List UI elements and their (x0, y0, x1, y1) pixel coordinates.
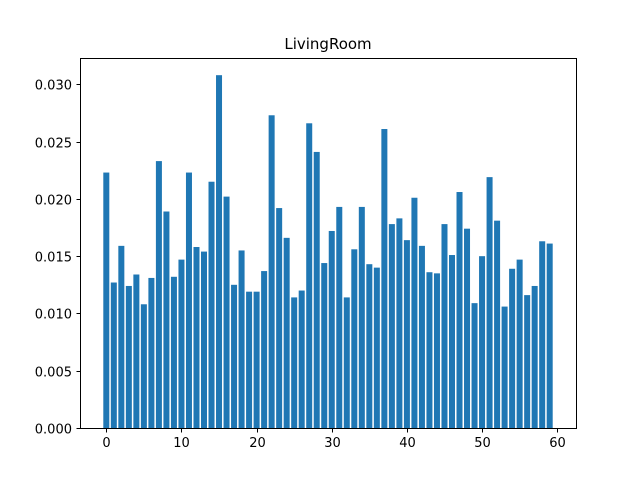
bar-1 (110, 282, 117, 428)
bar-12 (193, 247, 200, 428)
bar-14 (208, 181, 215, 428)
bar-28 (313, 151, 320, 428)
y-tick-label: 0.020 (35, 194, 72, 209)
bar-35 (366, 264, 373, 428)
bar-25 (291, 297, 298, 428)
bar-2 (118, 245, 125, 428)
bar-54 (509, 268, 516, 428)
bars-group (103, 75, 553, 429)
bar-47 (456, 192, 463, 428)
bar-21 (261, 271, 268, 428)
x-axis-ticks: 0 10 20 30 40 50 60 (102, 428, 566, 451)
bar-24 (283, 237, 290, 428)
bar-17 (231, 284, 238, 428)
x-tick-label: 60 (549, 436, 566, 451)
x-tick-label: 40 (399, 436, 416, 451)
x-tick-label: 10 (173, 436, 190, 451)
bar-18 (238, 250, 245, 428)
bar-38 (388, 224, 395, 428)
bar-31 (336, 206, 343, 428)
bar-15 (216, 75, 223, 429)
bar-45 (441, 224, 448, 428)
bar-0 (103, 172, 110, 428)
bar-19 (246, 291, 253, 428)
bar-43 (426, 272, 433, 428)
bar-49 (471, 303, 478, 428)
bar-32 (343, 297, 350, 428)
bar-29 (321, 263, 328, 428)
y-tick-label: 0.005 (35, 366, 72, 381)
bar-57 (531, 285, 538, 428)
bar-41 (411, 197, 418, 428)
y-tick-label: 0.015 (35, 251, 72, 266)
bar-26 (298, 290, 305, 428)
bar-59 (546, 243, 553, 428)
x-tick-label: 30 (324, 436, 341, 451)
x-tick-label: 0 (102, 436, 110, 451)
chart-title: LivingRoom (284, 35, 371, 53)
y-tick-label: 0.000 (35, 423, 72, 438)
y-tick-label: 0.030 (35, 79, 72, 94)
x-tick-label: 50 (474, 436, 491, 451)
bar-16 (223, 196, 230, 428)
x-tick-label: 20 (249, 436, 266, 451)
bar-8 (163, 211, 170, 428)
bar-6 (148, 277, 155, 428)
bar-23 (276, 208, 283, 428)
bar-48 (464, 228, 471, 428)
bar-51 (486, 177, 493, 428)
bar-7 (155, 161, 162, 428)
bar-10 (178, 259, 185, 428)
bar-44 (433, 273, 440, 428)
bar-58 (539, 241, 546, 428)
bar-22 (268, 115, 275, 428)
bar-5 (140, 304, 147, 428)
bar-4 (133, 274, 140, 428)
bar-55 (516, 259, 523, 428)
bar-46 (448, 255, 455, 428)
plot-frame (80, 58, 577, 429)
bar-13 (200, 251, 207, 428)
bar-53 (501, 306, 508, 428)
bar-36 (373, 267, 380, 428)
bar-20 (253, 291, 260, 428)
bar-37 (381, 129, 388, 428)
bar-34 (358, 206, 365, 428)
bar-30 (328, 230, 335, 428)
bar-33 (351, 249, 358, 428)
bar-27 (306, 123, 313, 428)
y-tick-label: 0.025 (35, 137, 72, 152)
bar-42 (418, 245, 425, 428)
bar-40 (403, 240, 410, 428)
bar-56 (524, 295, 531, 428)
y-tick-label: 0.010 (35, 308, 72, 323)
y-axis-ticks: 0.000 0.005 0.010 0.015 0.020 0.025 0.030 (35, 79, 81, 438)
bar-50 (479, 256, 486, 428)
bar-3 (125, 285, 132, 428)
bar-11 (185, 172, 192, 428)
bar-9 (170, 276, 177, 428)
bar-52 (494, 220, 501, 428)
bar-39 (396, 218, 403, 428)
